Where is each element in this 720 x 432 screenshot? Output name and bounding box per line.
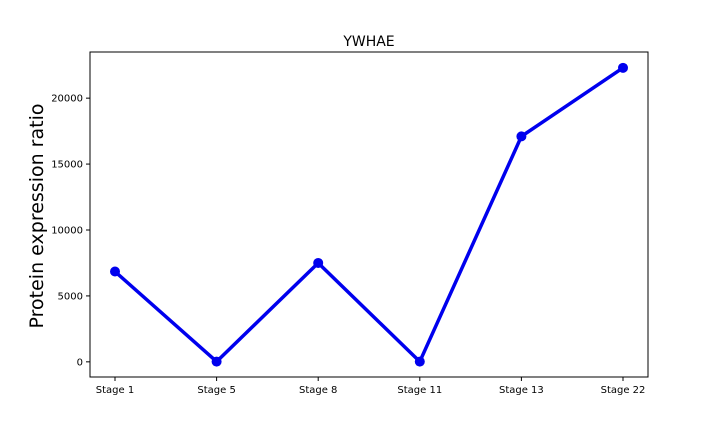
x-tick-label: Stage 11 xyxy=(397,385,442,396)
data-point xyxy=(618,62,628,73)
x-tick-label: Stage 22 xyxy=(601,385,646,396)
y-axis-label: Protein expression ratio xyxy=(26,104,48,329)
x-tick-label: Stage 1 xyxy=(96,385,134,396)
x-tick-label: Stage 8 xyxy=(299,385,337,396)
y-tick-label: 5000 xyxy=(58,291,83,302)
series-line xyxy=(113,66,624,364)
chart-title: YWHAE xyxy=(342,34,394,50)
data-point xyxy=(516,131,527,142)
data-point xyxy=(110,266,120,277)
x-tick-label: Stage 5 xyxy=(197,385,235,396)
y-tick-label: 10000 xyxy=(51,225,83,236)
ticks-layer: Stage 1 Stage 5 Stage 8 Stage 11 Stage 13 Sta… xyxy=(51,94,645,396)
y-tick-label: 20000 xyxy=(51,94,83,105)
x-tick-label: Stage 13 xyxy=(499,385,544,396)
data-point xyxy=(313,257,324,268)
series-layer xyxy=(110,62,628,367)
y-tick-label: 0 xyxy=(77,357,83,368)
data-point xyxy=(414,356,425,367)
plot-frame xyxy=(89,51,649,378)
data-point xyxy=(211,356,222,367)
y-tick-label: 15000 xyxy=(51,160,83,171)
